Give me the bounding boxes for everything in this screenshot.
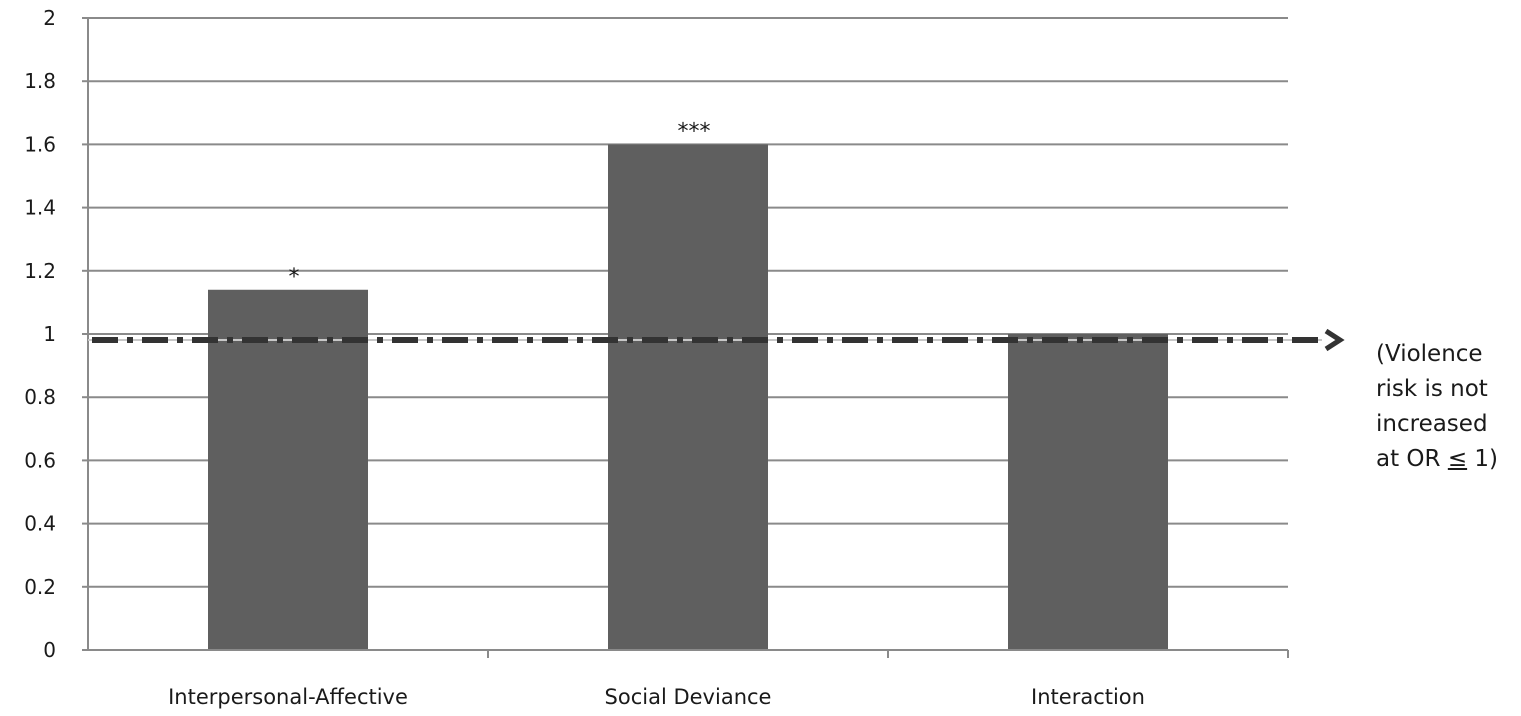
significance-marker: * xyxy=(289,265,300,290)
y-tick-label: 0.8 xyxy=(24,385,56,409)
y-tick-label: 1.2 xyxy=(24,259,56,283)
reference-line xyxy=(88,328,1345,352)
y-tick-label: 2 xyxy=(43,6,56,30)
annotation-line: increased xyxy=(1376,411,1488,437)
y-tick-label: 0 xyxy=(43,638,56,662)
bar xyxy=(608,144,768,650)
annotation-prefix: at OR xyxy=(1376,446,1448,472)
y-tick-label: 0.2 xyxy=(24,575,56,599)
y-tick-label: 1.8 xyxy=(24,69,56,93)
bar xyxy=(1008,334,1168,650)
x-tick-label: Interaction xyxy=(1031,685,1145,709)
annotation-suffix: 1) xyxy=(1467,446,1499,472)
annotation-line: (Violence xyxy=(1376,341,1483,367)
significance-marker: *** xyxy=(678,119,711,144)
y-tick-label: 0.4 xyxy=(24,512,56,536)
reference-arrow-icon xyxy=(1324,328,1345,352)
bars xyxy=(208,144,1168,650)
bar xyxy=(208,289,368,650)
y-tick-label: 0.6 xyxy=(24,448,56,472)
y-tick-label: 1.4 xyxy=(24,196,56,220)
x-tick-label: Interpersonal-Affective xyxy=(168,685,408,709)
annotation-line-last: at OR ≤ 1) xyxy=(1376,442,1521,477)
x-tick-label: Social Deviance xyxy=(605,685,772,709)
labels: 0 0.2 0.4 0.6 0.8 1 1.2 1.4 1.6 1.8 2 Interpersonal… xyxy=(24,6,1145,709)
y-tick-label: 1 xyxy=(43,322,56,346)
y-tick-label: 1.6 xyxy=(24,132,56,156)
less-equal-symbol: ≤ xyxy=(1447,446,1468,472)
annotation-line: risk is not xyxy=(1376,376,1488,402)
axes xyxy=(82,17,1289,658)
reference-annotation: (Violence risk is not increased at OR ≤ … xyxy=(1376,337,1521,477)
